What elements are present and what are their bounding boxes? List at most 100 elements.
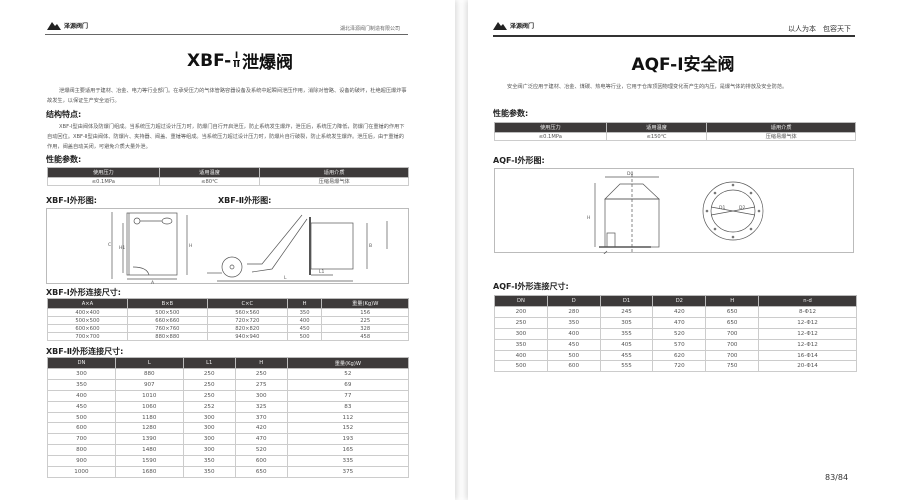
- column-header: D: [546, 295, 601, 307]
- table-cell: 907: [114, 378, 184, 391]
- table-cell: 458: [321, 332, 409, 341]
- table-cell: 470: [652, 316, 707, 329]
- table-cell: 940×940: [206, 332, 288, 341]
- table-row: 400×400 500×500 560×560 350 156: [47, 308, 409, 317]
- performance-heading: 性能参数:: [46, 155, 82, 164]
- table2-heading: XBF-Ⅱ外形连接尺寸:: [46, 347, 124, 356]
- page-title: XBF- I II 泄爆阀: [150, 48, 330, 74]
- table-cell: 370: [234, 411, 288, 424]
- title-prefix: XBF-: [187, 50, 232, 71]
- label-c: C: [108, 242, 111, 248]
- logo: 泽源阀门: [47, 20, 88, 30]
- table-cell: 325: [234, 400, 288, 413]
- table-cell: 250: [234, 368, 288, 380]
- fig1-heading: XBF-Ⅰ外形图:: [46, 196, 97, 205]
- table-cell: 300: [182, 433, 236, 446]
- table-cell: 500×500: [126, 308, 208, 317]
- label-d2: D2: [739, 205, 745, 211]
- table-cell: 1590: [114, 455, 184, 468]
- roman-bottom: II: [233, 60, 240, 70]
- label-h1: H1: [119, 245, 125, 251]
- table-cell: 1180: [114, 411, 184, 424]
- table-cell: 200: [494, 306, 548, 318]
- table-row: 300 880 250 250 52: [47, 368, 410, 380]
- table-row: 1000 1680 350 650 375: [47, 466, 410, 478]
- table-row: 350 450 405 570 700 12-Φ12: [494, 338, 857, 351]
- label-dn: B: [369, 243, 372, 249]
- mountain-logo-icon: [47, 22, 61, 30]
- table-cell: 700: [47, 433, 116, 446]
- table-cell: 520: [652, 327, 707, 340]
- table-cell: 660×660: [126, 316, 208, 325]
- label-h: H: [587, 215, 590, 221]
- td: 压缩易爆气体: [706, 132, 856, 141]
- table-cell: 900: [47, 455, 116, 468]
- outline-drawing-xbf: C H1 H A L L1 B: [46, 208, 409, 285]
- label-h: H: [189, 243, 192, 249]
- table-cell: 1680: [114, 466, 184, 478]
- intro-paragraph: 泄爆阀主要适用于建材、冶金、电力等行业部门。在承受压力的气体管路容器设备及系统中…: [47, 88, 407, 104]
- label-l1: L1: [319, 269, 325, 275]
- table-cell: 225: [321, 316, 409, 325]
- table-cell: 193: [286, 433, 410, 446]
- table-row: 700 1390 300 470 193: [47, 433, 410, 446]
- column-header: B×B: [126, 298, 208, 309]
- xbf2-dimension-table: DN L L1 H 重量(Kg)W 300 880 250 250 52 350 907 250 275 6…: [47, 357, 410, 478]
- table-cell: 400: [286, 316, 323, 325]
- table-cell: 250: [182, 389, 236, 402]
- logo-text: 泽源阀门: [510, 22, 535, 30]
- column-header: 重量(Kg)W: [286, 357, 410, 369]
- table-cell: 350: [47, 378, 116, 391]
- mountain-logo-icon: [493, 22, 507, 30]
- title-roman: I II: [233, 52, 240, 70]
- table-cell: 350: [182, 466, 236, 478]
- table-cell: 650: [705, 316, 760, 329]
- table-row: 250 350 305 470 650 12-Φ12: [494, 316, 857, 329]
- table-cell: 245: [599, 306, 654, 318]
- table-row: 400 500 455 620 700 16-Φ14: [494, 349, 857, 362]
- table-cell: 328: [321, 324, 409, 333]
- table-cell: 350: [494, 338, 548, 351]
- table-cell: 570: [652, 338, 707, 351]
- table-cell: 300: [182, 411, 236, 424]
- column-header: A×A: [47, 298, 128, 309]
- column-header: H: [234, 357, 288, 369]
- table-cell: 500×500: [47, 316, 128, 325]
- td: ≤80℃: [158, 177, 261, 186]
- fig2-heading: XBF-Ⅱ外形图:: [218, 196, 272, 205]
- table-cell: 560×560: [206, 308, 288, 317]
- table-cell: 1480: [114, 444, 184, 457]
- header-row: DN L L1 H 重量(Kg)W: [47, 357, 410, 369]
- table-row: 300 400 355 520 700 12-Φ12: [494, 327, 857, 340]
- table-cell: 400: [47, 389, 116, 402]
- logo-text: 泽源阀门: [64, 22, 89, 30]
- table-cell: 156: [321, 308, 409, 317]
- table-cell: 650: [705, 306, 760, 318]
- column-header: D1: [599, 295, 654, 307]
- table-cell: 650: [234, 466, 288, 478]
- table-cell: 600: [234, 455, 288, 468]
- xbf-drawing: C H1 H A L L1 B: [108, 212, 388, 285]
- structure-paragraph: XBF-Ⅰ型由阀体及防爆门组成。当系统压力超过设计压力时，防爆门自行开启泄压，防…: [47, 124, 405, 150]
- left-page: 泽源阀门 湖北泽源阀门制造有限公司 XBF- I II 泄爆阀 泄爆阀主要适用于…: [45, 20, 410, 478]
- table-cell: 400: [546, 327, 601, 340]
- table-cell: 355: [599, 327, 654, 340]
- table-cell: 555: [599, 360, 654, 373]
- table-cell: 350: [286, 308, 323, 317]
- table-cell: 83: [286, 400, 410, 413]
- table-cell: 275: [234, 378, 288, 391]
- table-row: 500×500 660×660 720×720 400 225: [47, 316, 409, 325]
- table-cell: 800: [47, 444, 116, 457]
- table-row: 350 907 250 275 69: [47, 378, 410, 391]
- company-name: 湖北泽源阀门制造有限公司: [340, 26, 401, 32]
- label-l: L: [284, 275, 287, 281]
- table-cell: 112: [286, 411, 410, 424]
- td: ≤0.1MPa: [494, 132, 607, 141]
- table-row: 450 1060 252 325 83: [47, 400, 410, 413]
- label-a: A: [151, 280, 155, 285]
- th: 适用介质: [259, 167, 409, 178]
- table-cell: 420: [234, 422, 288, 435]
- table-cell: 350: [182, 455, 236, 468]
- table-cell: 600: [47, 422, 116, 435]
